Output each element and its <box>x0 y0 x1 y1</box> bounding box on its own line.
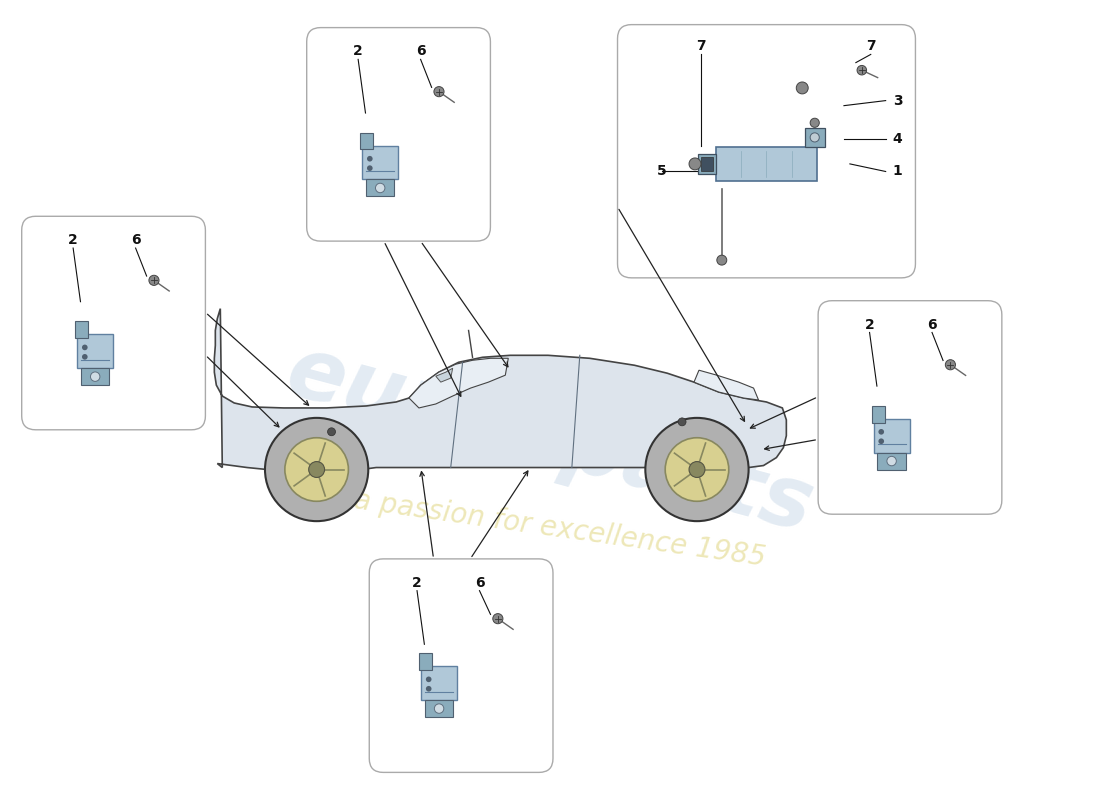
Bar <box>698 154 716 174</box>
Circle shape <box>285 438 349 502</box>
Circle shape <box>82 354 88 360</box>
Text: a passion for excellence 1985: a passion for excellence 1985 <box>352 486 768 572</box>
Circle shape <box>689 158 701 170</box>
Bar <box>366 179 394 197</box>
Text: 4: 4 <box>893 131 902 146</box>
Circle shape <box>433 86 444 97</box>
Circle shape <box>666 438 728 502</box>
Circle shape <box>689 462 705 478</box>
Polygon shape <box>409 358 508 408</box>
Circle shape <box>646 418 749 521</box>
Circle shape <box>82 345 88 350</box>
Circle shape <box>309 462 324 478</box>
Circle shape <box>375 183 385 193</box>
Text: 6: 6 <box>131 233 141 247</box>
Text: 2: 2 <box>353 45 363 58</box>
Bar <box>361 133 374 150</box>
Bar <box>701 157 713 171</box>
Text: 2: 2 <box>412 576 422 590</box>
Bar <box>362 146 398 179</box>
Bar <box>871 406 884 422</box>
Circle shape <box>945 360 956 370</box>
FancyBboxPatch shape <box>370 559 553 772</box>
Circle shape <box>717 255 727 265</box>
Circle shape <box>426 677 431 682</box>
Circle shape <box>434 704 443 714</box>
Bar <box>878 453 905 470</box>
Circle shape <box>678 418 686 426</box>
Text: 6: 6 <box>927 318 937 331</box>
Text: 1: 1 <box>893 165 902 178</box>
Circle shape <box>811 118 819 127</box>
Circle shape <box>879 438 884 444</box>
Bar <box>425 700 453 717</box>
Circle shape <box>426 686 431 692</box>
Circle shape <box>90 372 100 382</box>
Polygon shape <box>214 309 786 470</box>
Text: 2: 2 <box>865 318 874 331</box>
FancyBboxPatch shape <box>818 301 1002 514</box>
Circle shape <box>796 82 808 94</box>
Text: 3: 3 <box>893 94 902 107</box>
FancyBboxPatch shape <box>617 25 915 278</box>
Circle shape <box>367 156 373 162</box>
Circle shape <box>265 418 368 521</box>
Text: 7: 7 <box>866 39 876 54</box>
Bar <box>419 653 432 670</box>
Circle shape <box>879 429 884 434</box>
Bar <box>805 128 825 146</box>
Circle shape <box>367 166 373 171</box>
FancyBboxPatch shape <box>22 216 206 430</box>
Text: 6: 6 <box>416 45 426 58</box>
Bar <box>75 321 88 338</box>
Text: euroBparts: euroBparts <box>277 330 823 550</box>
Bar <box>81 368 109 385</box>
Text: 5: 5 <box>658 165 667 178</box>
Circle shape <box>811 133 819 142</box>
FancyBboxPatch shape <box>307 28 491 241</box>
Text: 2: 2 <box>68 233 78 247</box>
Bar <box>421 666 456 700</box>
Polygon shape <box>436 368 453 382</box>
Polygon shape <box>694 370 759 400</box>
Bar <box>77 334 113 368</box>
Bar <box>873 418 910 453</box>
Text: 6: 6 <box>475 576 484 590</box>
Text: 7: 7 <box>696 39 706 54</box>
Circle shape <box>148 275 159 286</box>
Circle shape <box>857 66 867 75</box>
Circle shape <box>328 428 336 436</box>
Bar <box>716 146 816 182</box>
Circle shape <box>887 456 896 466</box>
Circle shape <box>493 614 503 624</box>
